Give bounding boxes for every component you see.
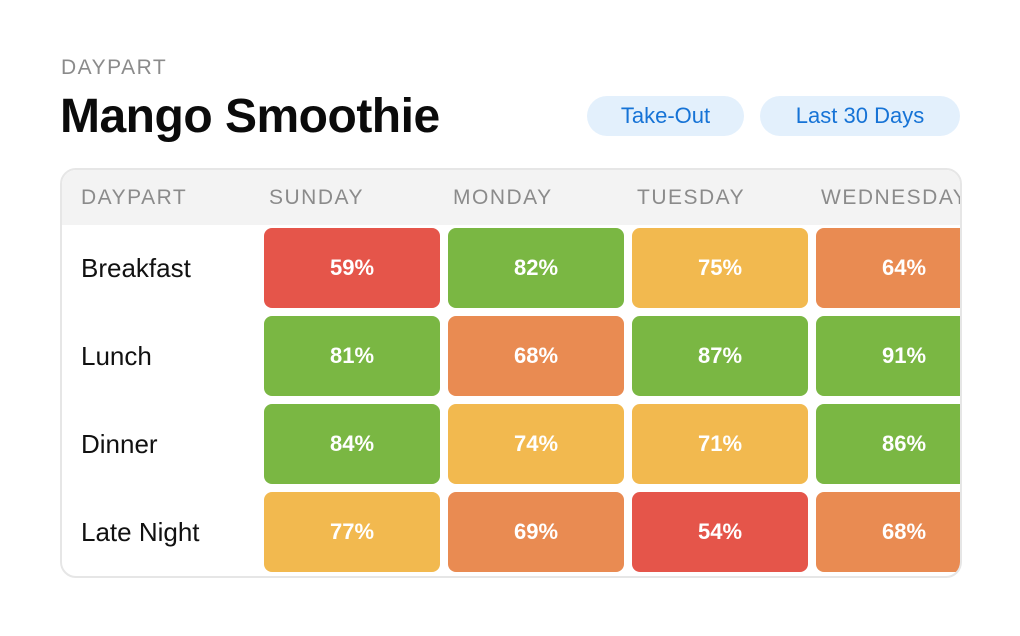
heat-cell[interactable]: 84% bbox=[264, 404, 440, 484]
heat-cell[interactable]: 74% bbox=[448, 404, 624, 484]
heat-cell[interactable]: 75% bbox=[632, 228, 808, 308]
column-header-tuesday: TUESDAY bbox=[637, 186, 746, 209]
column-header-monday: MONDAY bbox=[453, 186, 553, 209]
heat-cell[interactable]: 77% bbox=[264, 492, 440, 572]
heat-cell[interactable]: 64% bbox=[816, 228, 960, 308]
heat-cell[interactable]: 81% bbox=[264, 316, 440, 396]
heat-cell[interactable]: 54% bbox=[632, 492, 808, 572]
heat-cell[interactable]: 69% bbox=[448, 492, 624, 572]
column-header-wednesday: WEDNESDAY bbox=[821, 186, 962, 209]
filter-date-range[interactable]: Last 30 Days bbox=[760, 96, 960, 136]
row-label: Late Night bbox=[81, 517, 200, 547]
heat-cell[interactable]: 86% bbox=[816, 404, 960, 484]
heat-cell[interactable]: 82% bbox=[448, 228, 624, 308]
column-header-sunday: SUNDAY bbox=[269, 186, 364, 209]
table-header: DAYPART SUNDAY MONDAY TUESDAY WEDNESDAY bbox=[62, 170, 960, 225]
heat-cell[interactable]: 71% bbox=[632, 404, 808, 484]
page-title: Mango Smoothie bbox=[60, 90, 440, 143]
heat-cell[interactable]: 91% bbox=[816, 316, 960, 396]
section-overline: DAYPART bbox=[61, 56, 168, 79]
filter-take-out[interactable]: Take-Out bbox=[587, 96, 744, 136]
row-label: Lunch bbox=[81, 341, 152, 371]
column-header-daypart: DAYPART bbox=[81, 186, 188, 209]
heat-cell[interactable]: 68% bbox=[448, 316, 624, 396]
heat-cell[interactable]: 68% bbox=[816, 492, 960, 572]
row-label: Breakfast bbox=[81, 253, 191, 283]
heatmap-table: DAYPART SUNDAY MONDAY TUESDAY WEDNESDAY … bbox=[60, 168, 962, 578]
heat-cell[interactable]: 87% bbox=[632, 316, 808, 396]
row-label: Dinner bbox=[81, 429, 158, 459]
heat-cell[interactable]: 59% bbox=[264, 228, 440, 308]
